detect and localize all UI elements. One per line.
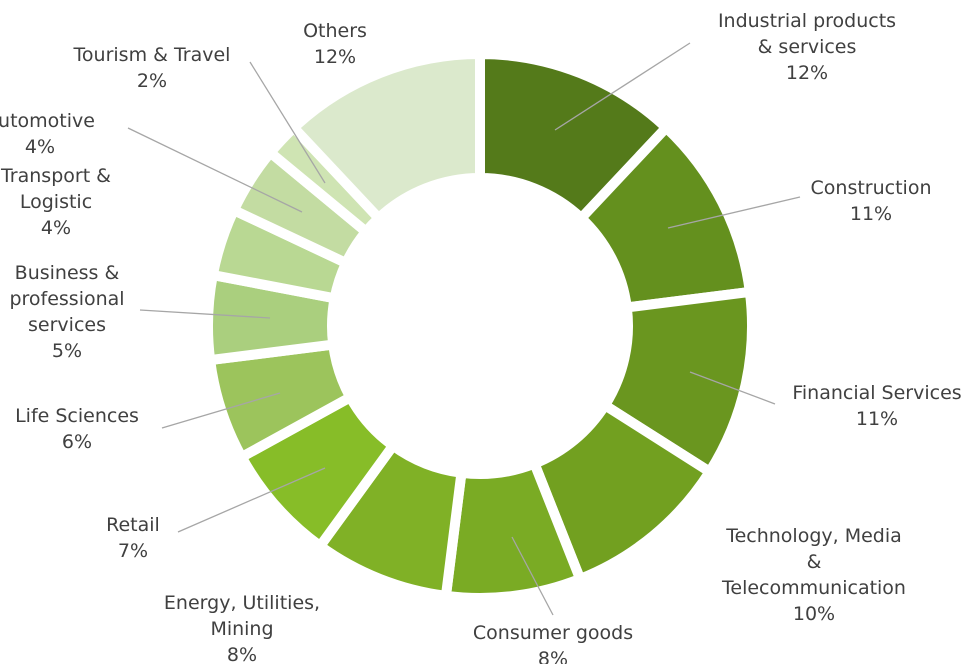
leader-line: [127, 127, 303, 213]
leader-line: [511, 536, 554, 616]
category-label: Construction: [810, 177, 932, 199]
category-label: Retail: [106, 514, 160, 536]
leader-line: [249, 61, 326, 184]
leader-line: [554, 42, 691, 131]
leader-line: [161, 392, 281, 429]
slice-label: Retail 7%: [106, 512, 160, 564]
category-label: Energy, Utilities, Mining: [163, 592, 321, 640]
value-label: 8%: [537, 648, 569, 664]
leader-line: [177, 467, 326, 533]
slice-label: Tourism & Travel 2%: [74, 42, 231, 94]
category-label: Life Sciences: [15, 405, 139, 427]
slice-label: Others 12%: [303, 18, 367, 70]
slice-label: Construction 11%: [811, 175, 932, 227]
category-label: Industrial products & services: [717, 10, 897, 58]
category-label: Transport & Logistic: [0, 165, 112, 213]
slice-label: Consumer goods 8%: [473, 620, 633, 664]
slice-label: Financial Services 11%: [792, 380, 961, 432]
slice-label: Automotive 4%: [0, 108, 95, 160]
value-label: 2%: [136, 70, 168, 92]
value-label: 4%: [24, 136, 56, 158]
category-label: Financial Services: [792, 382, 962, 404]
value-label: 11%: [855, 408, 899, 430]
slice-label: Life Sciences 6%: [15, 403, 139, 455]
category-label: Tourism & Travel: [73, 44, 231, 66]
value-label: 12%: [313, 46, 357, 68]
category-label: Business & professional services: [9, 262, 125, 336]
value-label: 10%: [792, 603, 836, 625]
slice-label: Industrial products & services 12%: [718, 8, 896, 86]
slice: [286, 48, 485, 226]
category-label: Others: [303, 20, 367, 42]
category-label: Consumer goods: [472, 622, 634, 644]
leader-line: [139, 309, 271, 319]
slice-label: Energy, Utilities, Mining 8%: [164, 590, 320, 664]
category-label: Technology, Media & Telecommunication: [722, 525, 906, 599]
value-label: 11%: [849, 203, 893, 225]
value-label: 7%: [117, 540, 149, 562]
slice-label: Technology, Media & Telecommunication 10%: [722, 523, 906, 627]
slice-label: Business & professional services 5%: [9, 260, 124, 364]
leader-line: [689, 371, 776, 405]
category-label: Automotive: [0, 110, 95, 132]
value-label: 8%: [226, 644, 258, 664]
slice-label: Transport & Logistic 4%: [1, 163, 111, 241]
value-label: 5%: [51, 340, 83, 362]
value-label: 12%: [785, 62, 829, 84]
value-label: 4%: [40, 217, 72, 239]
leader-line: [667, 196, 801, 229]
value-label: 6%: [61, 431, 93, 453]
